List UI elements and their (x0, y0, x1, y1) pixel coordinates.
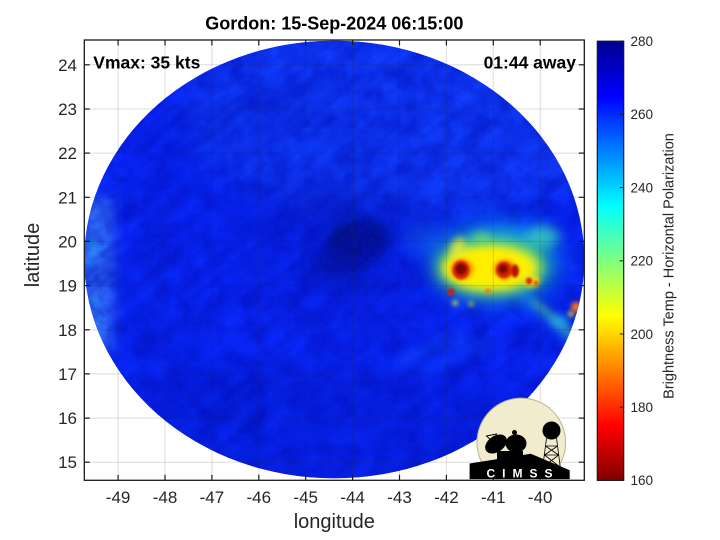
svg-text:-42: -42 (434, 488, 459, 507)
svg-text:-49: -49 (106, 488, 131, 507)
svg-text:260: 260 (631, 107, 654, 122)
svg-text:-41: -41 (481, 488, 506, 507)
svg-text:-40: -40 (528, 488, 553, 507)
svg-text:CIMSS: CIMSS (486, 467, 559, 481)
svg-text:-46: -46 (247, 488, 272, 507)
svg-text:20: 20 (58, 232, 77, 251)
svg-text:18: 18 (58, 321, 77, 340)
svg-text:180: 180 (631, 400, 654, 415)
svg-text:-45: -45 (293, 488, 318, 507)
svg-text:-43: -43 (387, 488, 412, 507)
svg-text:-48: -48 (153, 488, 178, 507)
svg-text:240: 240 (631, 180, 654, 195)
svg-text:24: 24 (58, 56, 77, 75)
svg-text:Vmax: 35 kts: Vmax: 35 kts (93, 53, 200, 73)
svg-text:01:44 away: 01:44 away (484, 53, 577, 73)
svg-text:longitude: longitude (294, 511, 375, 533)
svg-text:22: 22 (58, 144, 77, 163)
svg-text:-47: -47 (200, 488, 225, 507)
svg-text:280: 280 (631, 34, 654, 49)
svg-text:220: 220 (631, 254, 654, 269)
svg-text:latitude: latitude (22, 223, 44, 288)
svg-text:16: 16 (58, 409, 77, 428)
svg-text:Gordon: 15-Sep-2024 06:15:00: Gordon: 15-Sep-2024 06:15:00 (205, 14, 463, 34)
svg-text:200: 200 (631, 327, 654, 342)
svg-text:15: 15 (58, 453, 77, 472)
svg-text:23: 23 (58, 100, 77, 119)
svg-text:19: 19 (58, 277, 77, 296)
svg-text:160: 160 (631, 473, 654, 488)
svg-text:17: 17 (58, 365, 77, 384)
svg-text:Brightness Temp - Horizontal P: Brightness Temp - Horizontal Polarizatio… (662, 133, 678, 399)
svg-text:21: 21 (58, 188, 77, 207)
svg-text:-44: -44 (340, 488, 365, 507)
